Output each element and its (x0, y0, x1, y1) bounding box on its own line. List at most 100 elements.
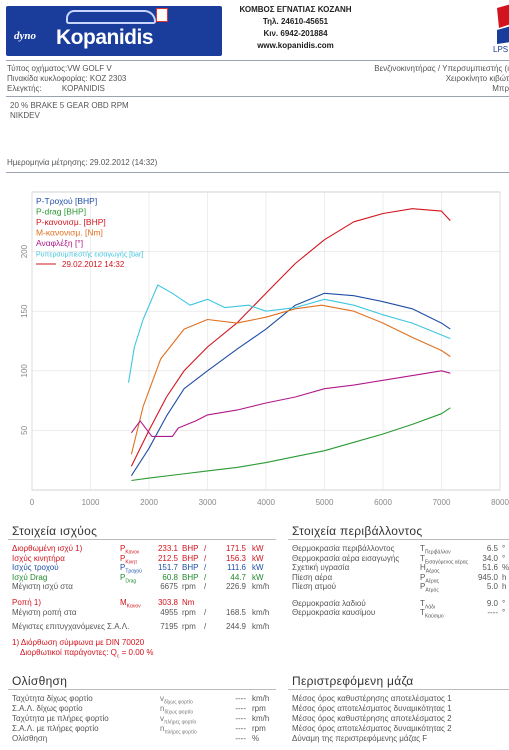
power-section-title: Στοιχεία ισχύος (12, 524, 98, 538)
x-tick-label: 8000 (491, 498, 509, 507)
environment-row-symbol: TΕισαγόμενος αέρας (420, 553, 469, 566)
date-label: Ημερομηνία μέτρησης: (7, 158, 88, 167)
x-tick-label: 3000 (199, 498, 217, 507)
y-tick-label: 200 (20, 244, 29, 258)
slip-row-symbol: nδίχως φορτίο (160, 704, 194, 716)
power-row-value-1: 233.1 (157, 544, 178, 553)
environment-row-value: 9.0 (486, 598, 498, 608)
measurement-date: Ημερομηνία μέτρησης: 29.02.2012 (14:32) (7, 158, 157, 167)
environment-row-label: Πίεση αέρα (292, 572, 333, 582)
series-line-5 (127, 284, 451, 383)
company-logo: dyno Kopanidis (6, 6, 222, 56)
mobile: Κιν. 6942-201884 (263, 29, 328, 38)
power-row-unit-1: BHP (182, 544, 199, 553)
engine-info: Βενζινοκινητήρας / Υπερσυμπιεστής (ι Χει… (374, 64, 509, 94)
slip-row: Ολίσθηση ----% (12, 734, 278, 744)
environment-row-label: Θερμοκρασία περιβάλλοντος (292, 544, 395, 553)
divider (6, 172, 509, 173)
max-speed-separator: / (204, 621, 207, 631)
series-line-4 (130, 370, 451, 437)
slip-row: Ταχύτητα με πλήρες φορτίο vπλήρες φορτίο -… (12, 714, 278, 726)
environment-row-value: 945.0 (477, 572, 498, 582)
environment-row-value: 6.5 (486, 544, 498, 553)
torque-at-rpm: 4955 (160, 607, 178, 617)
environment-row-unit: ° (502, 598, 506, 608)
power-row-unit-2: kW (252, 572, 264, 582)
environment-row-unit: ° (502, 544, 506, 553)
slip-row-unit: % (252, 734, 260, 743)
torque-at-label: Μέγιστη ροπή στα (12, 607, 77, 617)
environment-row: Πίεση ατμού PΑτμός 5.0 h (292, 582, 509, 594)
divider (8, 539, 276, 540)
company-line: ΚΟΜΒΟΣ ΕΓΝΑΤΙΑΣ ΚΟΖΑΝΗ (239, 5, 352, 14)
website-link[interactable]: www.kopanidis.com (257, 41, 334, 50)
power-row-value-1: 212.5 (157, 553, 178, 563)
max-speed-speed: 244.9 (225, 621, 246, 631)
environment-row-value: 51.6 (482, 563, 498, 572)
correction-footnote: Διορθωτικοί παράγοντες: Qc = 0.00 % (20, 647, 154, 660)
environment-row-symbol: HΑέρας (420, 563, 440, 575)
type-label: Τύπος οχήματος: (7, 64, 68, 73)
series-line-2 (130, 208, 451, 467)
power-row-value-1: 151.7 (157, 563, 178, 572)
slip-row-unit: km/h (252, 694, 270, 703)
power-row-value-2: 226.9 (225, 582, 246, 591)
power-row: Ισχύς κινητήρα PΚινητ 212.5 BHP / 156.3 kW (12, 553, 278, 566)
environment-row-symbol: TΚαύσιμο (420, 608, 444, 620)
environment-row-value: ---- (487, 608, 498, 617)
environment-row-value: 5.0 (486, 582, 498, 591)
power-row: Μέγιστη ισχύ στα 6675 rpm / 226.9 km/h (12, 582, 278, 592)
environment-row-symbol: TΠεριβάλλον (420, 544, 451, 556)
gearbox-type: Χειροκίνητο κιβώτ (445, 74, 509, 83)
power-row-unit-2: km/h (252, 582, 270, 591)
notes-line-1: 20 % BRAKE 5 GEAR OBD RPM (10, 101, 129, 110)
power-row-unit-1: rpm (182, 582, 196, 591)
power-row-symbol: PΤροχού (120, 563, 142, 575)
torque-at-speed-unit: km/h (252, 607, 270, 617)
power-row-value-2: 171.5 (225, 544, 246, 553)
divider (8, 689, 276, 690)
y-tick-label: 150 (20, 304, 29, 318)
y-tick-label: 100 (20, 364, 29, 378)
slip-row: Σ.Α.Λ. δίχως φορτίο nδίχως φορτίο ---- rpm (12, 704, 278, 716)
corner-mark: LPS (493, 45, 509, 54)
power-row-value-2: 156.3 (225, 553, 246, 563)
date-value: 29.02.2012 (14:32) (89, 158, 158, 167)
power-row-separator: / (204, 572, 207, 582)
slip-row-label: Σ.Α.Λ. με πλήρες φορτίο (12, 724, 99, 733)
inspector-label: Ελεγκτής: (7, 84, 42, 93)
badge-icon (156, 8, 168, 22)
x-tick-label: 4000 (257, 498, 275, 507)
max-speed-row: Μέγιστες επιτυγχανόμενες Σ.Α.Λ. 7195 rpm / 2… (12, 622, 278, 632)
slip-row-label: Ταχύτητα με πλήρες φορτίο (12, 714, 109, 723)
legend-entry-1: P-drag [BHP] (36, 207, 86, 217)
environment-row-label: Σχετική υγρασία (292, 563, 350, 572)
environment-row-symbol: PΑέρας (420, 572, 440, 585)
slip-row-value: ---- (235, 704, 246, 713)
environment-row-unit: h (502, 582, 507, 591)
power-row-separator: / (204, 553, 207, 563)
power-row: Ισχύς τροχού PΤροχού 151.7 BHP / 111.6 kW (12, 563, 278, 575)
power-row-value-2: 44.7 (230, 572, 246, 582)
environment-row-label: Θερμοκρασία λαδιού (292, 598, 366, 608)
power-row-separator: / (204, 563, 207, 572)
power-row-unit-2: kW (252, 544, 264, 553)
environment-row-unit: % (502, 563, 509, 572)
environment-row-unit: ° (502, 553, 506, 563)
torque-symbol: MΚανον (120, 597, 141, 610)
slip-row-label: Ολίσθηση (12, 734, 48, 743)
slip-row-value: ---- (235, 714, 246, 723)
max-speed-rpm: 7195 (160, 621, 178, 631)
environment-row: Θερμοκρασία περιβάλλοντος TΠεριβάλλον 6.5 ° (292, 544, 509, 556)
slip-row: Σ.Α.Λ. με πλήρες φορτίο nπλήρες φορτίο ---… (12, 724, 278, 736)
legend-date: 29.02.2012 14:32 (62, 260, 125, 269)
environment-row-label: Πίεση ατμού (292, 582, 336, 591)
environment-row: Θερμοκρασία αέρα εισαγωγής TΕισαγόμενος α… (292, 553, 509, 566)
corner-logo: LPS (493, 4, 509, 54)
power-row-separator: / (204, 582, 207, 591)
power-row-unit-1: BHP (182, 563, 199, 572)
power-row-unit-2: kW (252, 553, 264, 563)
power-row-label: Ισχύς κινητήρα (12, 553, 65, 563)
logo-brand: Kopanidis (56, 26, 154, 49)
x-tick-label: 5000 (316, 498, 334, 507)
